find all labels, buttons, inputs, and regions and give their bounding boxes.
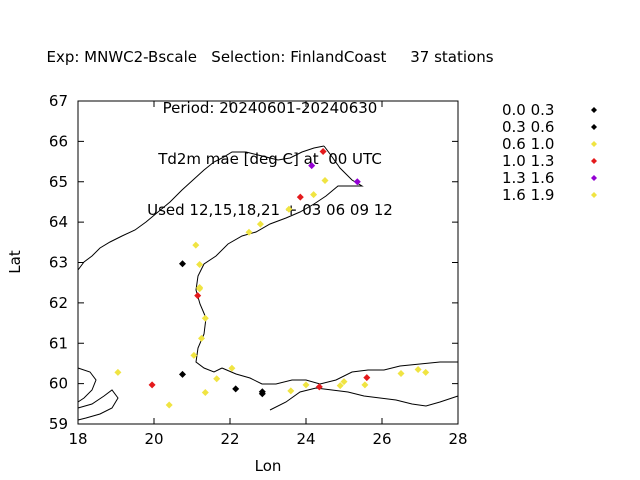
station-point bbox=[336, 382, 344, 390]
station-point bbox=[256, 220, 264, 228]
station-point bbox=[232, 385, 240, 393]
station-point bbox=[201, 389, 209, 397]
station-point bbox=[321, 177, 329, 185]
station-point bbox=[179, 260, 186, 268]
coastline-estonia bbox=[269, 387, 459, 411]
legend-marker bbox=[591, 158, 597, 164]
station-point bbox=[190, 351, 198, 359]
x-axis: 18 20 22 24 26 28 bbox=[68, 101, 468, 448]
legend-marker bbox=[591, 192, 597, 198]
station-point bbox=[422, 368, 430, 376]
station-point bbox=[198, 334, 205, 342]
station-point bbox=[315, 383, 323, 391]
y-axis: 59 60 61 62 63 64 65 66 67 bbox=[49, 92, 458, 433]
y-axis-label: Lat bbox=[6, 250, 24, 274]
x-tick-label: 26 bbox=[372, 430, 391, 448]
station-point bbox=[201, 314, 209, 322]
legend-label: 0.3 0.6 bbox=[502, 118, 554, 136]
station-point bbox=[114, 368, 122, 376]
station-point bbox=[319, 147, 327, 155]
x-tick-label: 22 bbox=[220, 430, 239, 448]
station-point bbox=[340, 378, 348, 386]
coastline-gulf-north bbox=[221, 361, 458, 385]
x-axis-label: Lon bbox=[255, 457, 282, 475]
station-point bbox=[148, 381, 156, 389]
station-point bbox=[196, 284, 204, 292]
station-point bbox=[302, 381, 310, 389]
legend-marker bbox=[591, 107, 597, 113]
coastline-west bbox=[77, 145, 325, 271]
station-point bbox=[414, 365, 422, 373]
y-tick-label: 59 bbox=[49, 415, 68, 433]
x-tick-label: 20 bbox=[144, 430, 163, 448]
station-point bbox=[308, 162, 316, 170]
data-points bbox=[114, 147, 430, 409]
legend-marker bbox=[591, 175, 597, 181]
station-point bbox=[258, 390, 266, 398]
station-point bbox=[194, 292, 202, 300]
station-point bbox=[296, 193, 304, 201]
y-tick-label: 66 bbox=[49, 132, 68, 150]
y-tick-label: 61 bbox=[49, 334, 68, 352]
x-tick-label: 28 bbox=[448, 430, 467, 448]
station-point bbox=[245, 228, 253, 236]
y-tick-label: 64 bbox=[49, 213, 68, 231]
coastline-layer bbox=[77, 145, 459, 421]
legend-label: 1.3 1.6 bbox=[502, 169, 554, 187]
y-tick-label: 62 bbox=[49, 294, 68, 312]
y-tick-label: 63 bbox=[49, 254, 68, 272]
station-point bbox=[213, 375, 221, 383]
station-point bbox=[285, 205, 293, 213]
station-point bbox=[165, 401, 173, 409]
legend-marker bbox=[591, 141, 597, 147]
station-point bbox=[192, 241, 200, 249]
chart-title: Exp: MNWC2-Bscale Selection: FinlandCoas… bbox=[0, 15, 540, 236]
x-tick-label: 24 bbox=[296, 430, 315, 448]
station-point bbox=[196, 261, 204, 269]
x-tick-label: 18 bbox=[68, 430, 87, 448]
legend-label: 0.6 1.0 bbox=[502, 135, 554, 153]
y-tick-label: 65 bbox=[49, 173, 68, 191]
title-line-parameter: Td2m mae [deg C] at 00 UTC bbox=[158, 150, 382, 168]
title-line-period: Period: 20240601-20240630 bbox=[162, 99, 378, 117]
legend-marker bbox=[591, 124, 597, 130]
station-point bbox=[228, 364, 236, 372]
y-tick-label: 60 bbox=[49, 375, 68, 393]
station-point bbox=[363, 374, 371, 382]
station-point bbox=[361, 381, 369, 389]
coastline-aland bbox=[77, 367, 97, 403]
coastline-finland bbox=[195, 145, 364, 373]
station-point bbox=[310, 191, 318, 199]
legend-label: 0.0 0.3 bbox=[502, 101, 554, 119]
station-point bbox=[397, 370, 405, 378]
legend-label: 1.0 1.3 bbox=[502, 152, 554, 170]
coastline-sweden-south bbox=[77, 389, 119, 421]
station-point bbox=[179, 370, 186, 378]
legend: 0.0 0.30.3 0.60.6 1.01.0 1.31.3 1.61.6 1… bbox=[502, 101, 597, 204]
legend-label: 1.6 1.9 bbox=[502, 186, 554, 204]
title-line-used: Used 12,15,18,21 + 03 06 09 12 bbox=[147, 201, 393, 219]
station-point bbox=[353, 178, 361, 186]
station-point bbox=[287, 387, 295, 395]
title-line-experiment: Exp: MNWC2-Bscale Selection: FinlandCoas… bbox=[46, 48, 494, 66]
y-tick-label: 67 bbox=[49, 92, 68, 110]
